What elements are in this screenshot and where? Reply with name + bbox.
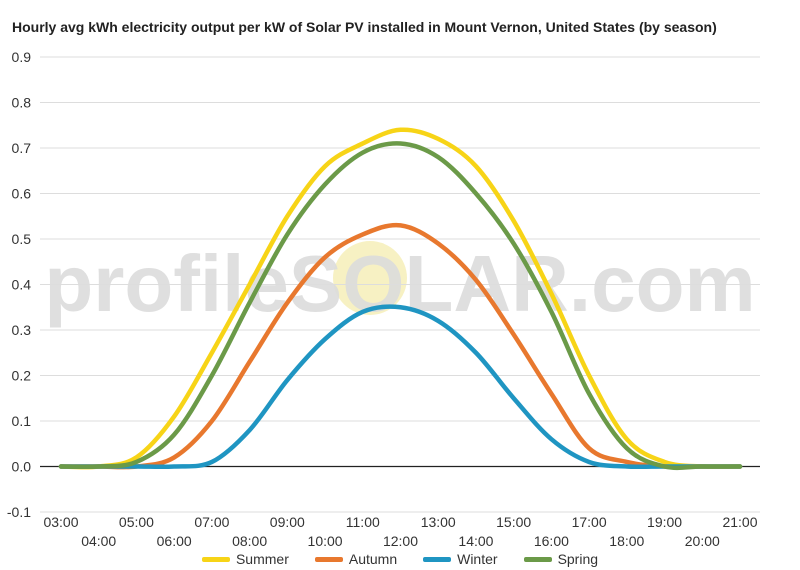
- legend: Summer Autumn Winter Spring: [0, 549, 800, 569]
- x-tick-label: 08:00: [232, 533, 267, 549]
- series-line-spring: [58, 141, 743, 471]
- x-tick-label: 17:00: [572, 514, 607, 530]
- y-tick-label: 0.4: [12, 277, 32, 293]
- watermark-sun-icon: [333, 241, 407, 315]
- watermark: profileSOLAR.com: [44, 239, 755, 328]
- gridlines: [40, 56, 760, 513]
- series-lines: [58, 127, 743, 471]
- x-tick-label: 12:00: [383, 533, 418, 549]
- x-tick-label: 14:00: [458, 533, 493, 549]
- chart-title: Hourly avg kWh electricity output per kW…: [12, 19, 717, 35]
- x-tick-label: 15:00: [496, 514, 531, 530]
- x-tick-label: 16:00: [534, 533, 569, 549]
- legend-label: Spring: [557, 551, 599, 567]
- y-tick-label: 0.6: [12, 186, 32, 202]
- x-tick-label: 04:00: [81, 533, 116, 549]
- y-tick-label: 0.5: [12, 231, 32, 247]
- y-tick-label: 0.0: [12, 459, 32, 475]
- legend-swatch: [523, 556, 552, 562]
- y-tick-label: 0.9: [12, 49, 32, 65]
- y-tick-label: 0.2: [12, 368, 32, 384]
- x-tick-label: 06:00: [157, 533, 192, 549]
- legend-label: Autumn: [348, 551, 398, 567]
- legend-label: Summer: [235, 551, 289, 567]
- x-tick-label: 13:00: [421, 514, 456, 530]
- x-tick-label: 05:00: [119, 514, 154, 530]
- y-tick-label: 0.8: [12, 95, 32, 111]
- y-tick-label: 0.3: [12, 322, 32, 338]
- x-tick-label: 07:00: [194, 514, 229, 530]
- watermark-text: profileSOLAR.com: [44, 239, 755, 328]
- legend-item-autumn: Autumn: [314, 549, 398, 569]
- x-tick-label: 03:00: [43, 514, 78, 530]
- series-line-autumn: [58, 222, 743, 470]
- y-tick-label: -0.1: [7, 504, 31, 520]
- x-tick-label: 10:00: [308, 533, 343, 549]
- legend-item-winter: Winter: [423, 549, 498, 569]
- x-tick-label: 11:00: [346, 514, 380, 530]
- x-tick-label: 19:00: [647, 514, 682, 530]
- legend-label: Winter: [457, 551, 498, 567]
- x-axis: 03:0004:0005:0006:0007:0008:0009:0010:00…: [43, 514, 757, 549]
- series-line-summer: [58, 127, 743, 470]
- y-tick-label: 0.1: [12, 413, 32, 429]
- x-tick-label: 18:00: [609, 533, 644, 549]
- x-tick-label: 21:00: [722, 514, 757, 530]
- legend-item-summer: Summer: [201, 549, 289, 569]
- x-tick-label: 20:00: [685, 533, 720, 549]
- legend-swatch: [201, 556, 230, 562]
- legend-item-spring: Spring: [523, 549, 599, 569]
- series-line-winter: [58, 304, 743, 470]
- y-tick-label: 0.7: [12, 140, 32, 156]
- legend-swatch: [423, 556, 452, 562]
- legend-swatch: [314, 556, 343, 562]
- x-tick-label: 09:00: [270, 514, 305, 530]
- y-axis: -0.1 0.0 0.1 0.2 0.3 0.4 0.5 0.6 0.7 0.8 0.9: [7, 49, 31, 520]
